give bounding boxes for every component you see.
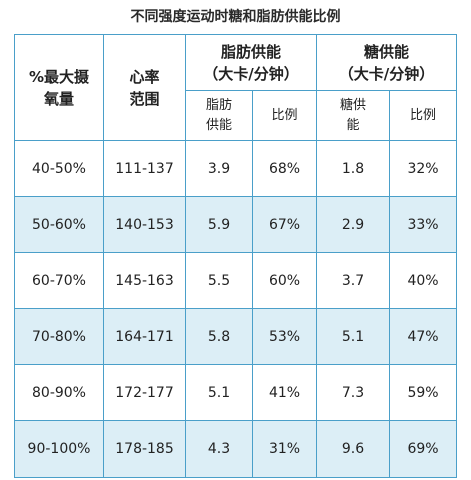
header-row-1: %最大摄 氧量 心率 范围 脂肪供能 （大卡/分钟） 糖供能 （大卡/分钟） — [14, 34, 458, 141]
cell-vo2: 90-100% — [14, 420, 104, 478]
header-sugar-ratio: 比例 — [389, 90, 458, 141]
header-heart-rate-line2: 范围 — [129, 89, 160, 108]
header-fat-ratio: 比例 — [251, 90, 318, 141]
cell-sugar-ratio: 32% — [389, 140, 458, 197]
table-row: 60-70% 145-163 5.5 60% 3.7 40% — [14, 252, 458, 309]
table-row: 50-60% 140-153 5.9 67% 2.9 33% — [14, 196, 458, 253]
cell-sugar-supply: 1.8 — [316, 140, 391, 197]
header-sugar-supply-line2: 能 — [346, 117, 360, 133]
header-fat-group-line1: 脂肪供能 — [221, 42, 282, 61]
cell-heart-rate: 164-171 — [103, 308, 186, 365]
cell-heart-rate: 178-185 — [103, 420, 186, 478]
header-vo2max-line2: 氧量 — [43, 89, 74, 108]
cell-fat-supply: 5.8 — [185, 308, 253, 365]
header-fat-supply-line2: 供能 — [205, 117, 232, 133]
cell-fat-supply: 5.9 — [185, 196, 253, 253]
header-vo2max-line1: %最大摄 — [28, 67, 90, 86]
cell-fat-supply: 3.9 — [185, 140, 253, 197]
header-fat-group-line2: （大卡/分钟） — [203, 64, 299, 83]
cell-sugar-ratio: 33% — [389, 196, 458, 253]
cell-heart-rate: 140-153 — [103, 196, 186, 253]
header-fat-group: 脂肪供能 （大卡/分钟） — [184, 34, 318, 91]
cell-vo2: 50-60% — [14, 196, 104, 253]
cell-sugar-supply: 2.9 — [316, 196, 391, 253]
table-row: 40-50% 111-137 3.9 68% 1.8 32% — [14, 140, 458, 197]
cell-fat-ratio: 53% — [251, 308, 318, 365]
cell-fat-supply: 5.5 — [185, 252, 253, 309]
cell-sugar-ratio: 40% — [389, 252, 458, 309]
header-heart-rate-line1: 心率 — [129, 67, 160, 86]
table-row: 80-90% 172-177 5.1 41% 7.3 59% — [14, 364, 458, 421]
cell-fat-ratio: 68% — [251, 140, 318, 197]
cell-heart-rate: 145-163 — [103, 252, 186, 309]
cell-fat-ratio: 60% — [251, 252, 318, 309]
cell-vo2: 40-50% — [14, 140, 104, 197]
cell-fat-supply: 4.3 — [185, 420, 253, 478]
table-title: 不同强度运动时糖和脂肪供能比例 — [130, 9, 341, 25]
header-sugar-group-line1: 糖供能 — [364, 42, 410, 61]
cell-vo2: 70-80% — [14, 308, 104, 365]
cell-sugar-supply: 3.7 — [316, 252, 391, 309]
header-sugar-supply: 糖供 能 — [316, 90, 391, 141]
cell-sugar-supply: 7.3 — [316, 364, 391, 421]
cell-fat-supply: 5.1 — [185, 364, 253, 421]
cell-fat-ratio: 31% — [251, 420, 318, 478]
cell-heart-rate: 111-137 — [103, 140, 186, 197]
cell-vo2: 60-70% — [14, 252, 104, 309]
cell-sugar-ratio: 69% — [389, 420, 458, 478]
header-vo2max: %最大摄 氧量 — [14, 34, 104, 141]
energy-supply-table: %最大摄 氧量 心率 范围 脂肪供能 （大卡/分钟） 糖供能 （大卡/分钟） 脂… — [14, 34, 458, 478]
cell-heart-rate: 172-177 — [103, 364, 186, 421]
header-sugar-supply-line1: 糖供 — [340, 97, 367, 113]
header-sugar-group-line2: （大卡/分钟） — [338, 64, 435, 83]
header-fat-supply-line1: 脂肪 — [205, 97, 232, 113]
cell-fat-ratio: 41% — [251, 364, 318, 421]
header-heart-rate: 心率 范围 — [103, 34, 186, 141]
cell-vo2: 80-90% — [14, 364, 104, 421]
cell-sugar-ratio: 59% — [389, 364, 458, 421]
header-fat-supply: 脂肪 供能 — [185, 90, 253, 141]
cell-sugar-supply: 5.1 — [316, 308, 391, 365]
table-row: 70-80% 164-171 5.8 53% 5.1 47% — [14, 308, 458, 365]
header-sugar-group: 糖供能 （大卡/分钟） — [316, 34, 458, 91]
header-row-2: 脂肪 供能 比例 糖供 能 比例 — [15, 90, 458, 141]
table-row: 90-100% 178-185 4.3 31% 9.6 69% — [14, 420, 458, 478]
cell-sugar-supply: 9.6 — [316, 420, 391, 478]
cell-sugar-ratio: 47% — [389, 308, 458, 365]
cell-fat-ratio: 67% — [251, 196, 318, 253]
